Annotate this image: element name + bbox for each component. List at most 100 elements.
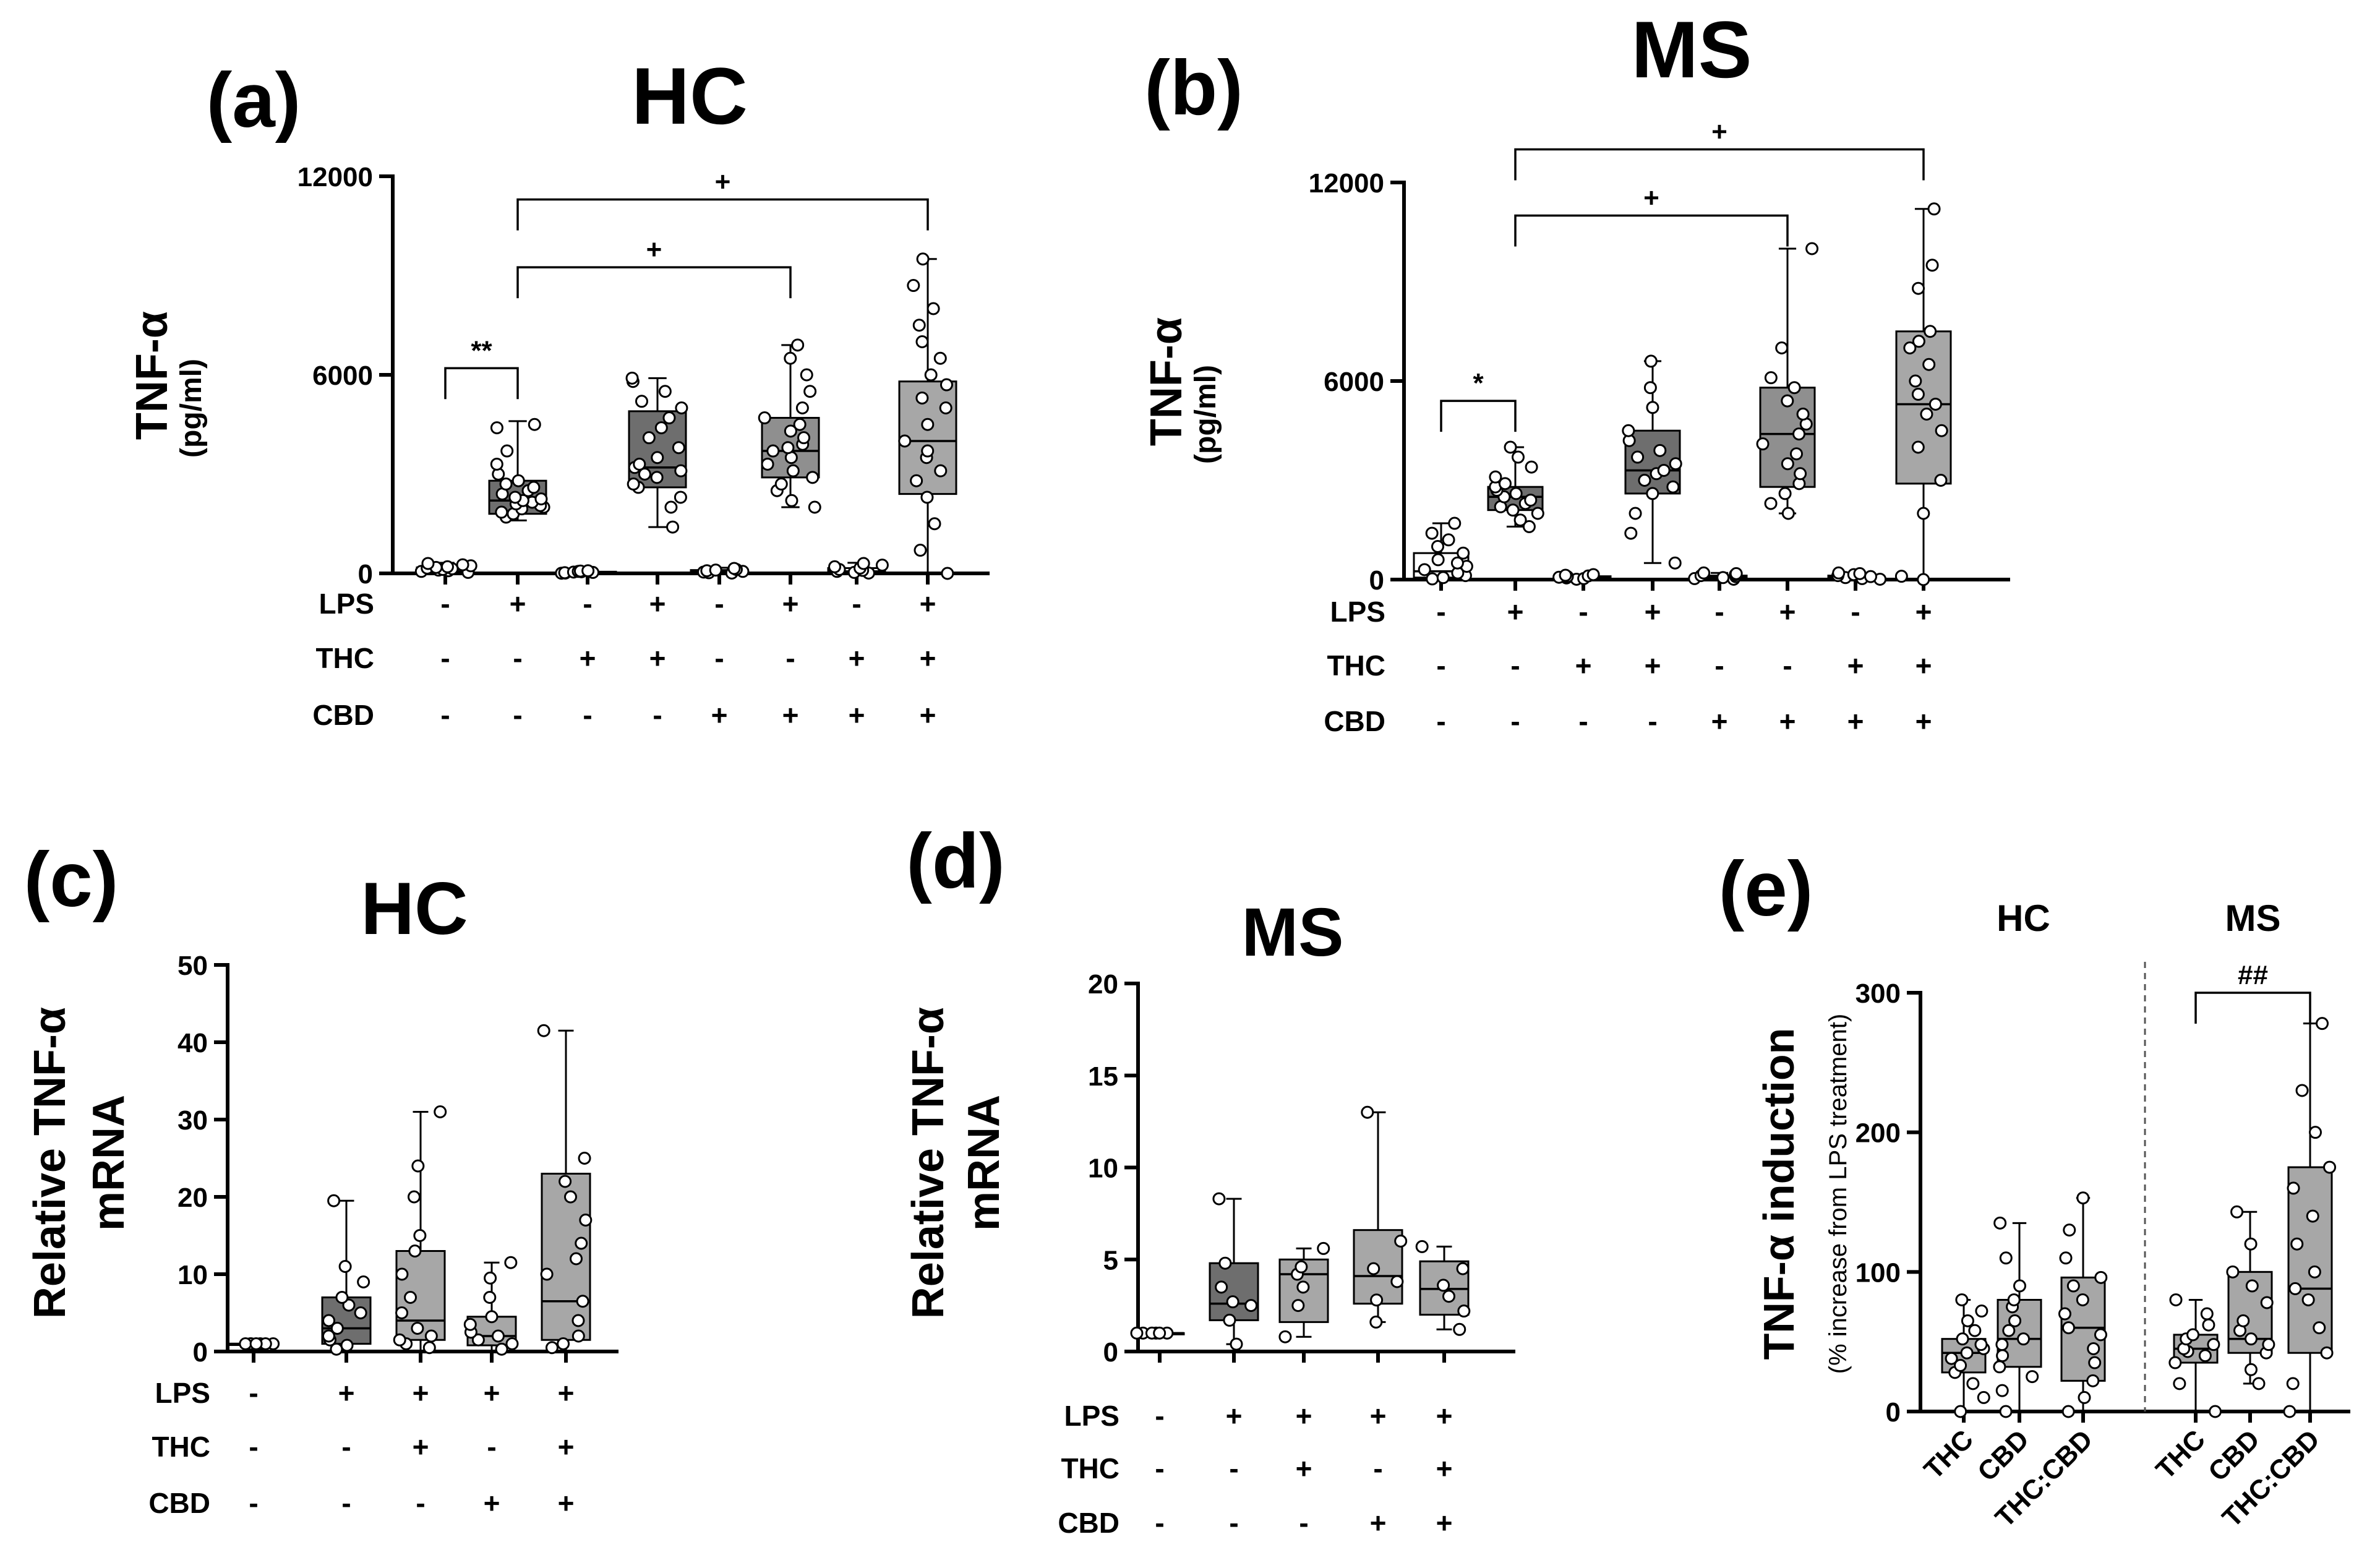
data-point — [791, 338, 805, 352]
data-point — [1756, 437, 1770, 451]
data-point — [921, 418, 935, 431]
data-point — [1864, 570, 1878, 583]
data-point — [2260, 1296, 2274, 1309]
factor-value: + — [558, 1487, 575, 1519]
data-point — [1512, 450, 1525, 464]
data-point — [1966, 1377, 1980, 1390]
data-point — [2058, 1307, 2071, 1321]
data-point — [2230, 1205, 2244, 1219]
data-point — [579, 1214, 593, 1227]
data-point — [463, 1317, 477, 1331]
factor-value: - — [1373, 1452, 1382, 1484]
y-tick-label: 40 — [178, 1028, 208, 1058]
data-point — [1506, 503, 1520, 517]
data-point — [1961, 1314, 1974, 1327]
data-point — [1448, 516, 1462, 530]
data-point — [1522, 520, 1536, 533]
factor-value: + — [1436, 1452, 1453, 1484]
factor-value: + — [1847, 649, 1864, 682]
data-point — [1425, 526, 1439, 540]
data-point — [2059, 1251, 2073, 1265]
factor-value: + — [1370, 1507, 1387, 1539]
y-axis-sublabel: (pg/ml) — [1189, 365, 1222, 464]
factor-value: - — [249, 1487, 258, 1519]
panel-letter: (e) — [1719, 846, 1813, 932]
significance-bracket — [1514, 148, 1925, 181]
data-point — [1513, 513, 1527, 527]
significance-bracket — [2194, 992, 2311, 1024]
box-group-7 — [827, 557, 889, 580]
data-point — [666, 520, 680, 534]
data-point — [781, 441, 795, 455]
data-point — [404, 1291, 417, 1304]
factor-value: - — [583, 699, 592, 731]
box-group-4 — [463, 1256, 519, 1356]
data-point — [2202, 1318, 2215, 1332]
box-group-5 — [1688, 566, 1748, 586]
category-label: THC — [2150, 1424, 2211, 1485]
data-point — [1644, 354, 1658, 368]
data-point — [2169, 1293, 2183, 1306]
data-point — [2244, 1363, 2258, 1376]
data-point — [1928, 397, 1942, 411]
factor-label: CBD — [1324, 705, 1385, 737]
data-point — [504, 1256, 518, 1269]
data-point — [875, 559, 889, 572]
data-point — [1668, 556, 1682, 570]
box-group-5 — [690, 562, 750, 580]
data-point — [898, 434, 912, 448]
data-point — [1390, 1275, 1404, 1288]
data-point — [924, 368, 938, 382]
data-point — [2245, 1279, 2259, 1293]
box-group-8 — [1894, 202, 1952, 586]
significance-label: + — [1643, 183, 1659, 213]
significance-bracket — [516, 266, 792, 299]
factor-label: CBD — [312, 699, 374, 731]
box-group-2 — [1487, 440, 1544, 533]
factor-value: + — [558, 1431, 575, 1463]
data-point — [786, 464, 800, 478]
box-group-6 — [1756, 242, 1819, 520]
data-point — [1922, 358, 1936, 371]
data-point — [1489, 470, 1502, 484]
panel-letter: (d) — [906, 818, 1005, 904]
data-point — [1524, 494, 1538, 507]
data-point — [2094, 1270, 2108, 1284]
factor-value: + — [413, 1431, 429, 1463]
data-point — [490, 421, 503, 435]
data-point — [1781, 507, 1795, 520]
factor-value: + — [484, 1377, 500, 1409]
data-point — [249, 1337, 263, 1350]
data-point — [1278, 1330, 1292, 1343]
data-point — [1394, 1235, 1408, 1248]
significance-bracket — [444, 367, 519, 400]
data-point — [471, 1333, 485, 1347]
data-point — [508, 491, 522, 504]
data-point — [483, 1291, 497, 1304]
data-point — [456, 558, 469, 572]
data-point — [1436, 571, 1450, 585]
factor-value: - — [1578, 596, 1588, 628]
factor-value: - — [1155, 1452, 1164, 1484]
data-point — [808, 500, 821, 514]
data-point — [340, 1339, 354, 1352]
panel-title: MS — [1242, 894, 1344, 970]
factor-value: + — [1645, 649, 1661, 682]
factor-value: + — [484, 1487, 500, 1519]
data-point — [1832, 566, 1846, 580]
factor-value: + — [1916, 649, 1932, 682]
data-point — [1218, 1256, 1232, 1270]
data-point — [1669, 457, 1682, 471]
y-tick-label: 0 — [1103, 1337, 1118, 1368]
data-point — [357, 1275, 370, 1288]
data-point — [569, 1252, 583, 1266]
data-point — [485, 1310, 499, 1324]
data-point — [1631, 450, 1645, 464]
data-point — [800, 368, 813, 382]
data-point — [658, 385, 672, 398]
factor-value: - — [249, 1377, 258, 1409]
factor-value: - — [440, 588, 450, 620]
data-point — [1968, 1324, 1982, 1337]
factor-value: - — [440, 699, 450, 731]
box-group-2 — [488, 418, 550, 524]
